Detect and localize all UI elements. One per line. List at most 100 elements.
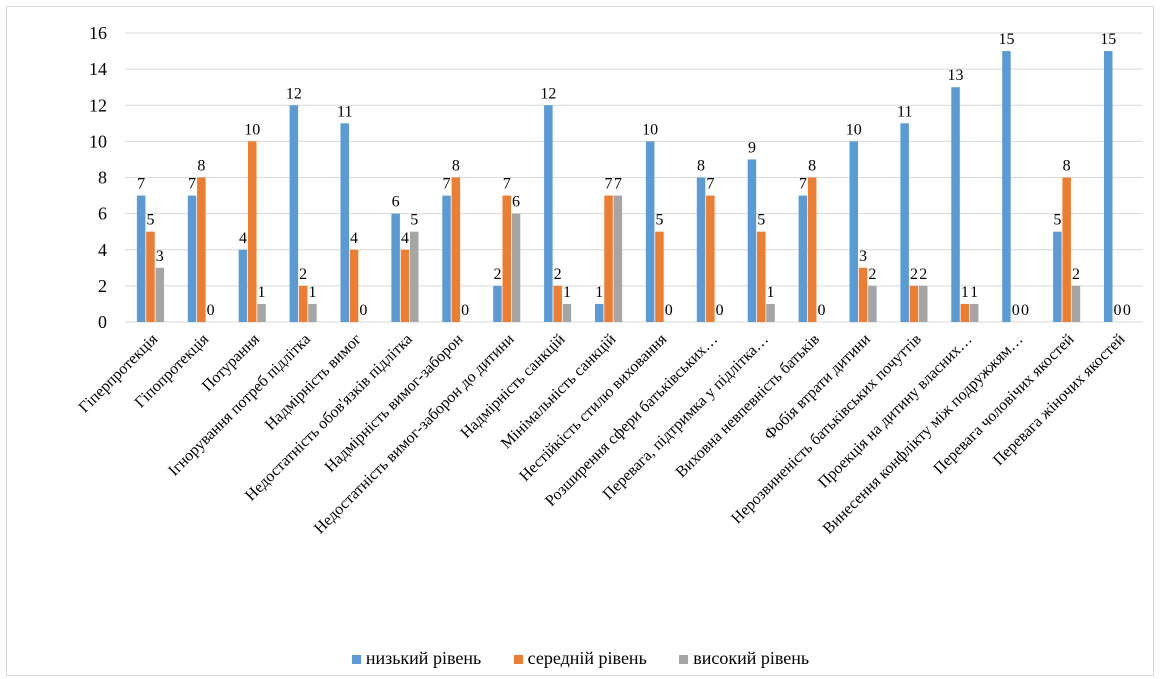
- bar-medium: [807, 177, 817, 322]
- data-label: 0: [665, 302, 673, 319]
- data-label: 4: [239, 230, 247, 247]
- bar-medium: [451, 177, 461, 322]
- data-label: 8: [197, 158, 205, 175]
- bar-low: [1053, 231, 1062, 322]
- bar-medium: [248, 141, 257, 322]
- data-label: 1: [308, 284, 316, 301]
- data-label: 0: [461, 302, 469, 319]
- data-label: 2: [1072, 266, 1080, 283]
- bar-medium: [909, 285, 919, 322]
- bar-medium: [553, 285, 562, 322]
- data-label: 6: [512, 194, 520, 211]
- y-tick-label: 4: [98, 240, 107, 260]
- legend-swatch-low: [351, 655, 361, 665]
- bar-high: [969, 303, 979, 322]
- data-label: 7: [137, 176, 145, 193]
- data-label: 2: [910, 266, 918, 283]
- data-label: 12: [540, 85, 556, 102]
- data-label: 5: [1053, 212, 1061, 229]
- y-tick-label: 6: [98, 204, 107, 224]
- data-label: 5: [146, 212, 154, 229]
- y-tick-label: 12: [89, 95, 107, 115]
- bar-high: [155, 267, 164, 322]
- data-label: 0: [1021, 302, 1029, 319]
- data-label: 0: [359, 302, 367, 319]
- y-tick-label: 0: [98, 312, 107, 332]
- data-label: 0: [1123, 302, 1131, 319]
- bar-medium: [400, 249, 410, 322]
- bar-low: [1002, 51, 1011, 322]
- bar-medium: [960, 303, 970, 322]
- data-label: 4: [350, 230, 358, 247]
- data-label: 0: [1012, 302, 1020, 319]
- data-label: 11: [897, 103, 912, 120]
- legend-label-high: високий рівень: [693, 648, 810, 668]
- bar-medium: [706, 195, 715, 322]
- data-label: 7: [614, 176, 622, 193]
- bar-low: [849, 141, 858, 322]
- bar-medium: [1062, 177, 1071, 322]
- data-label: 6: [392, 194, 400, 211]
- bar-low: [595, 303, 604, 322]
- data-label: 1: [961, 284, 969, 301]
- bar-high: [410, 231, 419, 322]
- y-tick-label: 10: [89, 131, 107, 151]
- data-label: 5: [655, 212, 663, 229]
- data-label: 0: [1114, 302, 1122, 319]
- data-label: 7: [799, 176, 807, 193]
- bar-low: [493, 285, 502, 322]
- bar-low: [238, 249, 248, 322]
- data-label: 9: [748, 139, 756, 156]
- bar-low: [798, 195, 808, 322]
- data-label: 2: [493, 266, 501, 283]
- y-tick-label: 14: [89, 59, 107, 79]
- data-label: 7: [706, 176, 714, 193]
- data-label: 7: [443, 176, 451, 193]
- y-tick-label: 8: [98, 168, 107, 188]
- bar-low: [1104, 51, 1113, 322]
- data-label: 8: [1063, 158, 1071, 175]
- bar-medium: [858, 267, 868, 322]
- data-label: 2: [868, 266, 876, 283]
- legend-item-medium: середній рівень: [513, 648, 647, 669]
- bar-medium: [349, 249, 359, 322]
- bar-high: [562, 303, 572, 322]
- legend-label-low: низький рівень: [365, 648, 482, 668]
- bar-low: [645, 141, 655, 322]
- bar-medium: [502, 195, 511, 322]
- data-label: 0: [207, 302, 215, 319]
- data-label: 8: [452, 158, 460, 175]
- bar-high: [1071, 285, 1081, 322]
- bar-medium: [655, 231, 664, 322]
- legend-item-low: низький рівень: [351, 648, 482, 669]
- data-label: 10: [846, 121, 862, 138]
- data-label: 8: [697, 158, 705, 175]
- bar-medium: [298, 285, 308, 322]
- data-label: 4: [401, 230, 409, 247]
- data-label: 0: [716, 302, 724, 319]
- data-label: 0: [817, 302, 825, 319]
- bar-low: [289, 105, 299, 322]
- bar-low: [900, 123, 909, 322]
- data-label: 1: [767, 284, 775, 301]
- data-label: 3: [859, 248, 867, 265]
- legend-label-medium: середній рівень: [527, 648, 647, 668]
- bar-low: [696, 177, 706, 322]
- data-label: 1: [970, 284, 978, 301]
- category-label: Нерозвиненість батьківських почуттів: [728, 330, 925, 527]
- data-label: 15: [998, 31, 1014, 48]
- data-label: 12: [286, 85, 302, 102]
- bar-low: [187, 195, 197, 322]
- data-label: 1: [563, 284, 571, 301]
- data-label: 5: [757, 212, 765, 229]
- legend: низький рівень середній рівень високий р…: [0, 648, 1161, 669]
- data-label: 1: [595, 284, 603, 301]
- data-label: 15: [1100, 31, 1116, 48]
- data-label: 7: [503, 176, 511, 193]
- data-label: 7: [188, 176, 196, 193]
- bar-low: [340, 123, 349, 322]
- data-label: 2: [919, 266, 927, 283]
- data-label: 5: [410, 212, 418, 229]
- data-label: 8: [808, 158, 816, 175]
